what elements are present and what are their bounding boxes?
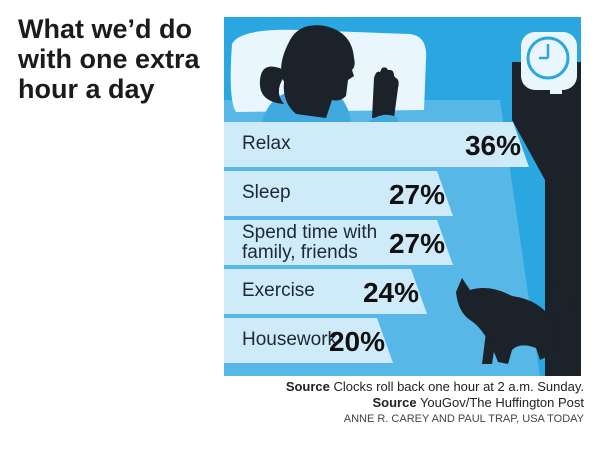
bar-category-label: Spend time with: [242, 222, 378, 243]
bar-value-label: 24%: [362, 277, 419, 308]
source-prefix: Source: [372, 395, 417, 410]
cat-icon: [456, 278, 571, 364]
bar-5: [224, 318, 393, 363]
bar-category-label: Relax: [242, 133, 291, 154]
bar-4: [224, 269, 427, 314]
bar-3: [224, 220, 453, 265]
bar-1: [224, 122, 529, 167]
alarm-clock-icon: [521, 32, 577, 94]
bar-category-label: Sleep: [242, 182, 291, 203]
bar-2: [224, 171, 453, 216]
source-text: YouGov/The Huffington Post: [416, 395, 584, 410]
bar-value-label: 27%: [388, 228, 445, 259]
footnote-line: Source Clocks roll back one hour at 2 a.…: [286, 379, 584, 394]
chart-title: What we’d do with one extra hour a day: [18, 14, 200, 104]
bar-category-label: Housework: [242, 329, 338, 350]
bars-group: [224, 122, 529, 363]
bar-category-label: Exercise: [242, 280, 315, 301]
bar-category-label: family, friends: [242, 242, 358, 263]
credit-line: ANNE R. CAREY AND PAUL TRAP, USA TODAY: [343, 413, 584, 425]
bar-value-label: 36%: [464, 130, 521, 161]
footnote-prefix: Source: [285, 379, 330, 394]
footnote-text: Clocks roll back one hour at 2 a.m. Sund…: [329, 379, 585, 394]
sleeping-woman-icon: [259, 25, 399, 124]
bar-value-label: 27%: [388, 179, 445, 210]
bar-value-label: 20%: [328, 326, 385, 357]
source-line: Source YouGov/The Huffington Post: [372, 395, 584, 410]
